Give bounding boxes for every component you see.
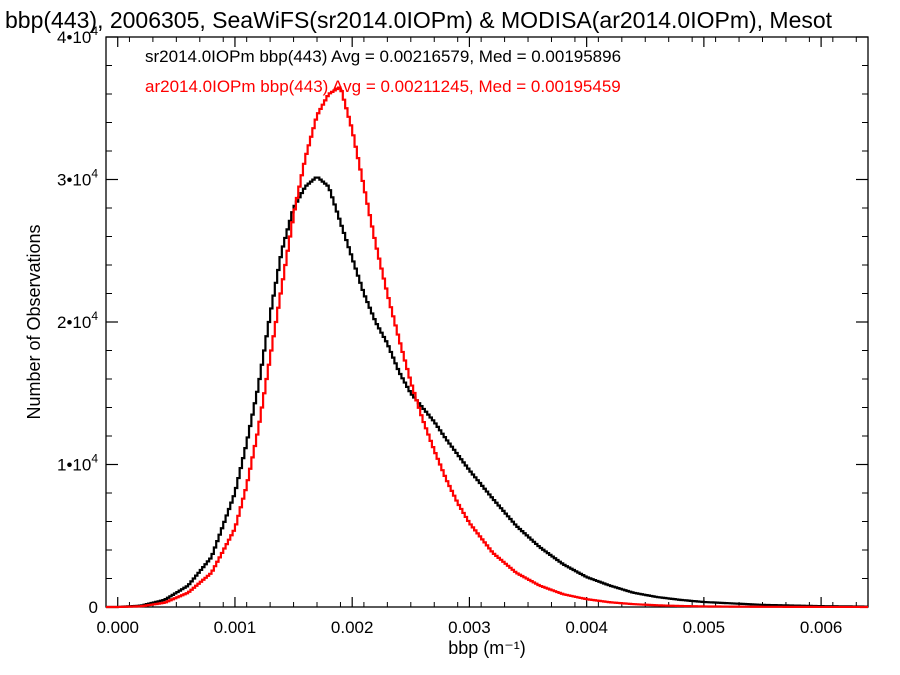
x-axis: 0.000 0.001 0.002 0.003 0.004 0.005 0.006 (96, 37, 857, 637)
plot-area (105, 36, 869, 608)
y-axis-label: Number of Observations (24, 224, 44, 419)
y-tick-label: 4•104 (57, 24, 98, 47)
y-tick-label: 0 (89, 598, 98, 617)
series-line-0 (106, 176, 868, 609)
x-tick-label: 0.004 (565, 618, 608, 637)
y-tick-label: 2•104 (57, 309, 98, 332)
x-tick-label: 0.006 (800, 618, 843, 637)
y-tick-label: 1•104 (57, 452, 98, 475)
legend-entry-sr2014: sr2014.0IOPm bbp(443) Avg = 0.00216579, … (145, 47, 621, 66)
chart-title: bbp(443), 2006305, SeaWiFS(sr2014.0IOPm)… (5, 7, 833, 33)
x-tick-label: 0.001 (214, 618, 257, 637)
y-tick-label: 3•104 (57, 167, 98, 190)
x-tick-label: 0.000 (96, 618, 139, 637)
x-axis-label: bbp (m⁻¹) (448, 638, 526, 658)
x-tick-label: 0.002 (331, 618, 374, 637)
series-group (106, 86, 868, 609)
legend-entry-ar2014: ar2014.0IOPm bbp(443) Avg = 0.00211245, … (145, 77, 621, 96)
x-tick-label: 0.003 (448, 618, 491, 637)
x-tick-label: 0.005 (683, 618, 726, 637)
series-line-1 (106, 86, 868, 609)
y-axis: 0 1•104 2•104 3•104 4•104 (57, 24, 868, 617)
